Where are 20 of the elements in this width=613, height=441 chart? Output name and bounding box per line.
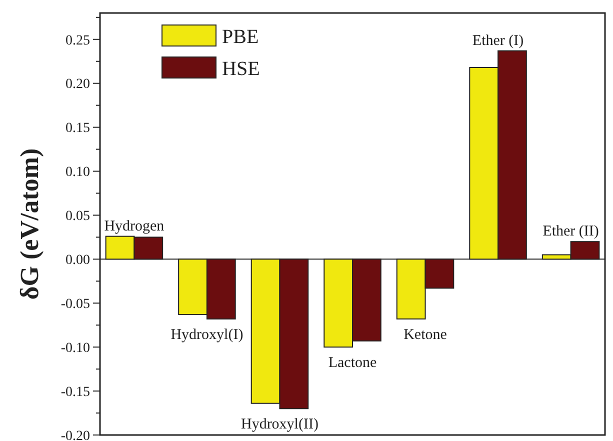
x-tick-label: Ketone	[404, 326, 448, 343]
y-tick-label: -0.05	[60, 297, 90, 312]
y-tick-label: 0.25	[66, 33, 90, 48]
x-tick-label: Hydroxyl(II)	[240, 416, 318, 433]
y-tick-label: -0.10	[60, 340, 90, 356]
x-tick-label: Lactone	[328, 355, 377, 372]
y-tick-label: -0.20	[60, 428, 90, 441]
x-tick-label: Ether (II)	[542, 224, 599, 240]
y-tick-label: -0.15	[60, 384, 90, 400]
y-axis-title: δG (eV/atom)	[15, 148, 44, 300]
legend-label: HSE	[222, 58, 260, 80]
y-tick-label: 0.05	[66, 209, 90, 224]
y-tick-label: 0.20	[66, 77, 90, 92]
y-tick-label: 0.15	[66, 121, 90, 136]
x-tick-label: Ether (I)	[472, 32, 524, 49]
x-tick-label: Hydroxyl(I)	[170, 326, 244, 343]
legend-label: PBE	[222, 26, 259, 48]
y-tick-label: 0.10	[66, 165, 90, 180]
x-tick-label: Hydrogen	[104, 218, 165, 234]
y-tick-label: 0.00	[66, 253, 90, 268]
